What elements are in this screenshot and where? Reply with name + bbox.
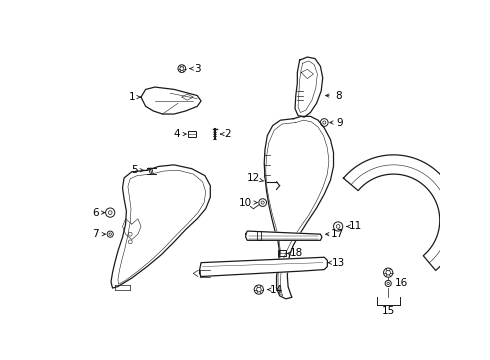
- Text: 17: 17: [331, 229, 344, 239]
- Text: 10: 10: [239, 198, 252, 208]
- Text: 12: 12: [247, 173, 260, 183]
- Text: 13: 13: [332, 258, 345, 267]
- Text: 5: 5: [131, 165, 138, 175]
- Polygon shape: [199, 257, 327, 276]
- Text: 2: 2: [225, 129, 231, 139]
- Text: 18: 18: [290, 248, 303, 258]
- Text: 16: 16: [394, 278, 408, 288]
- Text: 14: 14: [270, 285, 283, 294]
- Text: 3: 3: [194, 64, 200, 73]
- Polygon shape: [245, 231, 322, 240]
- Text: 9: 9: [336, 117, 343, 127]
- Text: 15: 15: [382, 306, 395, 316]
- Text: 4: 4: [173, 129, 180, 139]
- Text: 1: 1: [128, 92, 135, 102]
- Text: 7: 7: [92, 229, 99, 239]
- Bar: [278, 250, 286, 256]
- Bar: [188, 131, 196, 137]
- Text: 6: 6: [92, 208, 99, 217]
- Text: 8: 8: [335, 91, 342, 100]
- Text: 11: 11: [348, 221, 362, 231]
